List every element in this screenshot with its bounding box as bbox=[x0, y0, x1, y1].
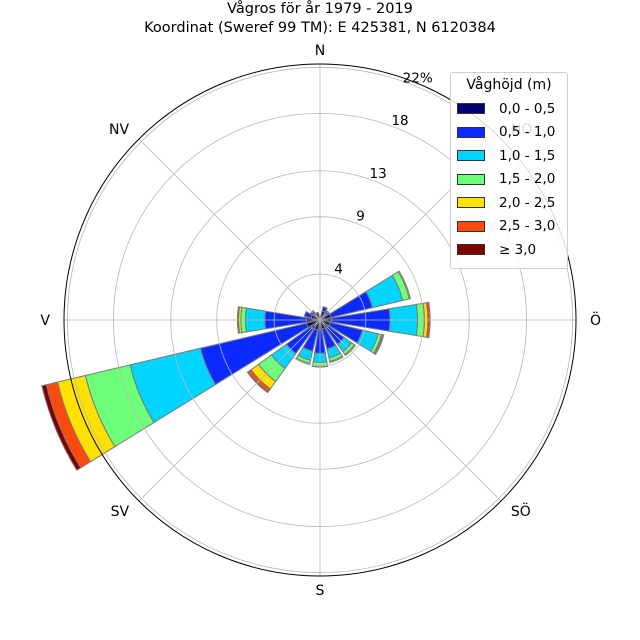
legend-item: 0,0 - 0,5 bbox=[457, 97, 561, 121]
radial-tick-label: 22% bbox=[403, 71, 433, 87]
direction-label: N bbox=[315, 43, 325, 59]
legend-swatch bbox=[457, 173, 485, 185]
direction-label: V bbox=[40, 313, 50, 329]
grid-spoke bbox=[319, 319, 502, 502]
direction-label: NV bbox=[109, 122, 129, 138]
grid-spoke bbox=[138, 138, 321, 321]
rose-bar-segment bbox=[41, 384, 82, 471]
rose-bar-segment bbox=[329, 355, 344, 364]
legend-label: 2,5 - 3,0 bbox=[499, 218, 556, 235]
legend-title: Våghöjd (m) bbox=[466, 77, 552, 93]
direction-label: S bbox=[316, 583, 325, 599]
legend-swatch bbox=[457, 126, 485, 138]
legend-item: 1,5 - 2,0 bbox=[457, 168, 561, 192]
legend-label: 2,0 - 2,5 bbox=[499, 194, 556, 211]
direction-label: Ö bbox=[590, 311, 601, 329]
legend-swatch bbox=[457, 244, 485, 256]
legend-label: 1,0 - 1,5 bbox=[499, 147, 556, 164]
legend-item: 1,0 - 1,5 bbox=[457, 144, 561, 168]
legend-item: 2,0 - 2,5 bbox=[457, 191, 561, 215]
legend: Våghöjd (m) 0,0 - 0,5 0,5 - 1,0 1,0 - 1,… bbox=[450, 72, 568, 269]
legend-label: 1,5 - 2,0 bbox=[499, 171, 556, 188]
legend-label: 0,5 - 1,0 bbox=[499, 124, 556, 141]
legend-swatch bbox=[457, 220, 485, 232]
radial-tick-label: 18 bbox=[391, 113, 408, 129]
direction-label: SV bbox=[111, 504, 130, 520]
rose-bar-segment bbox=[315, 311, 320, 315]
legend-swatch bbox=[457, 103, 485, 115]
legend-swatch bbox=[457, 197, 485, 209]
legend-swatch bbox=[457, 150, 485, 162]
grid-spoke bbox=[138, 319, 321, 502]
rose-bar-segment bbox=[246, 371, 269, 394]
radial-tick-label: 4 bbox=[334, 262, 343, 278]
rose-bar-segment bbox=[321, 305, 328, 313]
rose-bars bbox=[41, 270, 431, 471]
rose-bar-segment bbox=[397, 270, 412, 300]
legend-item: ≥ 3,0 bbox=[457, 238, 561, 262]
legend-item: 2,5 - 3,0 bbox=[457, 215, 561, 239]
legend-label: 0,0 - 0,5 bbox=[499, 100, 556, 117]
radial-tick-label: 9 bbox=[356, 209, 365, 225]
chart-title: Vågros för år 1979 - 2019 bbox=[227, 1, 413, 17]
radial-tick-label: 13 bbox=[370, 166, 387, 182]
rose-bar-segment bbox=[303, 310, 313, 319]
legend-item: 0,5 - 1,0 bbox=[457, 121, 561, 145]
rose-bar-segment bbox=[374, 334, 385, 356]
chart-subtitle: Koordinat (Sweref 99 TM): E 425381, N 61… bbox=[144, 20, 496, 36]
outer-frame bbox=[63, 63, 577, 577]
direction-label: SÖ bbox=[511, 502, 531, 520]
legend-label: ≥ 3,0 bbox=[499, 241, 537, 258]
